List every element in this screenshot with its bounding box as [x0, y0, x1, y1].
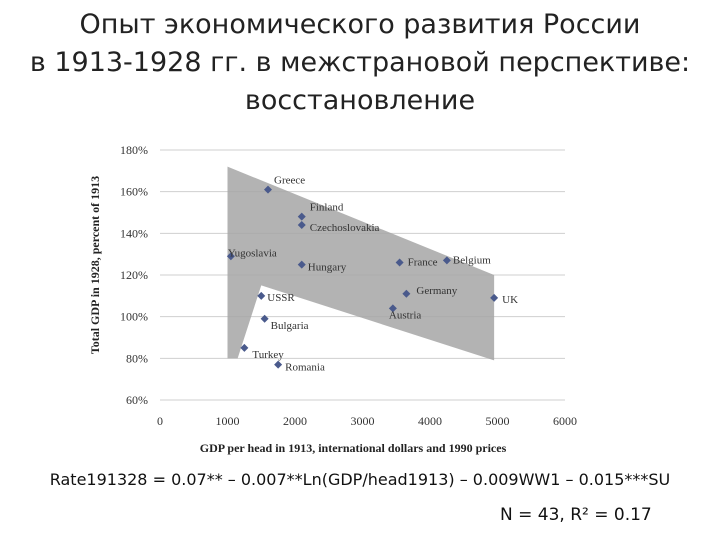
x-axis-title: GDP per head in 1913, international doll…: [200, 441, 507, 455]
point-label: Czechoslovakia: [310, 222, 380, 234]
regression-stats: N = 43, R² = 0.17: [500, 505, 652, 525]
point-label: UK: [502, 294, 518, 306]
y-axis-ticks: 60% 80% 100% 120% 140% 160% 180%: [120, 143, 148, 407]
data-point: [240, 343, 249, 352]
scatter-chart: 60% 80% 100% 120% 140% 160% 180% 0 1000 2000 3000…: [88, 143, 577, 455]
x-tick-label: 5000: [486, 414, 510, 428]
point-label: Turkey: [252, 349, 284, 361]
point-label: Bulgaria: [271, 320, 309, 332]
slide-title-line-2: в 1913-1928 гг. в межстрановой перспекти…: [29, 47, 691, 78]
data-point: [226, 252, 235, 261]
y-tick-label: 60%: [126, 393, 148, 407]
point-label: Romania: [285, 362, 325, 374]
point-label: Greece: [274, 175, 305, 187]
slide-title-line-1: Опыт экономического развития России: [79, 9, 641, 40]
data-point: [297, 221, 306, 229]
point-label: Belgium: [453, 254, 491, 266]
data-point: [388, 304, 397, 313]
x-tick-label: 0: [157, 414, 163, 428]
data-point: [297, 260, 306, 269]
data-point: [395, 258, 404, 267]
data-point: [264, 185, 272, 194]
data-point: [257, 291, 266, 300]
data-point: [297, 212, 306, 221]
point-label: France: [408, 257, 438, 269]
x-tick-label: 4000: [418, 414, 442, 428]
y-tick-label: 180%: [120, 143, 148, 157]
point-label: Finland: [310, 202, 344, 214]
y-tick-label: 100%: [120, 310, 148, 324]
data-point: [260, 314, 269, 323]
y-axis-title: Total GDP in 1928, percent of 1913: [88, 176, 102, 354]
y-tick-label: 120%: [120, 268, 148, 282]
y-tick-label: 160%: [120, 185, 148, 199]
data-points: Greece Finland Czechoslovakia Yugoslavia Hun…: [226, 175, 518, 374]
x-tick-label: 3000: [351, 414, 375, 428]
x-tick-label: 2000: [283, 414, 307, 428]
point-label: USSR: [267, 292, 295, 304]
x-tick-label: 1000: [216, 414, 240, 428]
point-label: Austria: [389, 309, 422, 321]
x-tick-label: 6000: [553, 414, 577, 428]
y-tick-label: 140%: [120, 226, 148, 240]
y-tick-label: 80%: [126, 351, 148, 365]
data-point: [490, 293, 499, 302]
data-point: [274, 360, 283, 369]
point-label: Yugoslavia: [228, 247, 277, 259]
data-point: [442, 256, 451, 265]
point-label: Germany: [416, 285, 457, 297]
data-point: [402, 289, 411, 298]
slide-title: Опыт экономического развития России в 19…: [0, 6, 720, 120]
slide-title-line-3: восстановление: [244, 85, 476, 116]
regression-band: [227, 166, 495, 361]
x-axis-ticks: 0 1000 2000 3000 4000 5000 6000: [157, 414, 577, 428]
point-label: Hungary: [308, 262, 347, 274]
regression-formula: Rate191328 = 0.07** – 0.007**Ln(GDP/head…: [49, 470, 671, 489]
